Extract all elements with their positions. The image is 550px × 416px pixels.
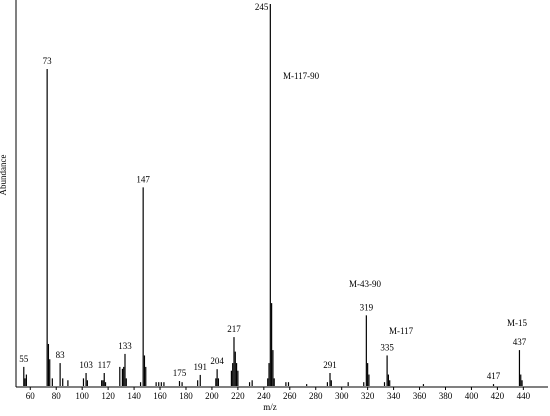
x-axis-label: m/z xyxy=(263,402,277,412)
x-tick-label: 300 xyxy=(335,391,349,401)
x-tick-label: 120 xyxy=(101,391,115,401)
peak-label: 55 xyxy=(19,354,29,364)
peak-label: 133 xyxy=(118,341,132,351)
y-axis-label: Abundance xyxy=(0,155,8,196)
peak-label: 217 xyxy=(227,324,241,334)
annotation: M-15 xyxy=(507,318,527,328)
annotation: M-117 xyxy=(389,326,414,336)
peak-label: 245 xyxy=(255,2,269,12)
x-tick-label: 340 xyxy=(387,391,401,401)
x-tick-label: 360 xyxy=(413,391,427,401)
x-tick-label: 100 xyxy=(75,391,89,401)
peak-label: 204 xyxy=(210,356,224,366)
x-tick-label: 80 xyxy=(52,391,62,401)
x-tick-label: 380 xyxy=(439,391,453,401)
peak-label: 117 xyxy=(98,360,112,370)
x-tick-label: 140 xyxy=(127,391,141,401)
annotation: M-43-90 xyxy=(349,279,381,289)
peak-label: 291 xyxy=(323,360,337,370)
peak-label: 175 xyxy=(173,368,187,378)
peak-label: 335 xyxy=(380,342,394,352)
peak-label: 191 xyxy=(194,362,208,372)
x-tick-label: 260 xyxy=(283,391,297,401)
x-tick-label: 180 xyxy=(179,391,193,401)
annotation: M-117-90 xyxy=(283,71,320,81)
peak-label: 147 xyxy=(136,174,150,184)
x-tick-label: 220 xyxy=(231,391,245,401)
x-tick-label: 160 xyxy=(153,391,167,401)
x-tick-label: 400 xyxy=(465,391,479,401)
peak-label: 319 xyxy=(360,302,374,312)
x-tick-label: 200 xyxy=(205,391,219,401)
peak-label: 417 xyxy=(487,371,501,381)
peak-label: 83 xyxy=(56,350,66,360)
x-tick-label: 280 xyxy=(309,391,323,401)
x-tick-label: 420 xyxy=(491,391,505,401)
x-tick-label: 60 xyxy=(26,391,36,401)
x-tick-label: 240 xyxy=(257,391,271,401)
peak-label: 437 xyxy=(513,337,527,347)
peak-label: 73 xyxy=(43,56,53,66)
x-tick-label: 440 xyxy=(517,391,531,401)
peak-label: 103 xyxy=(79,360,93,370)
x-tick-label: 320 xyxy=(361,391,375,401)
